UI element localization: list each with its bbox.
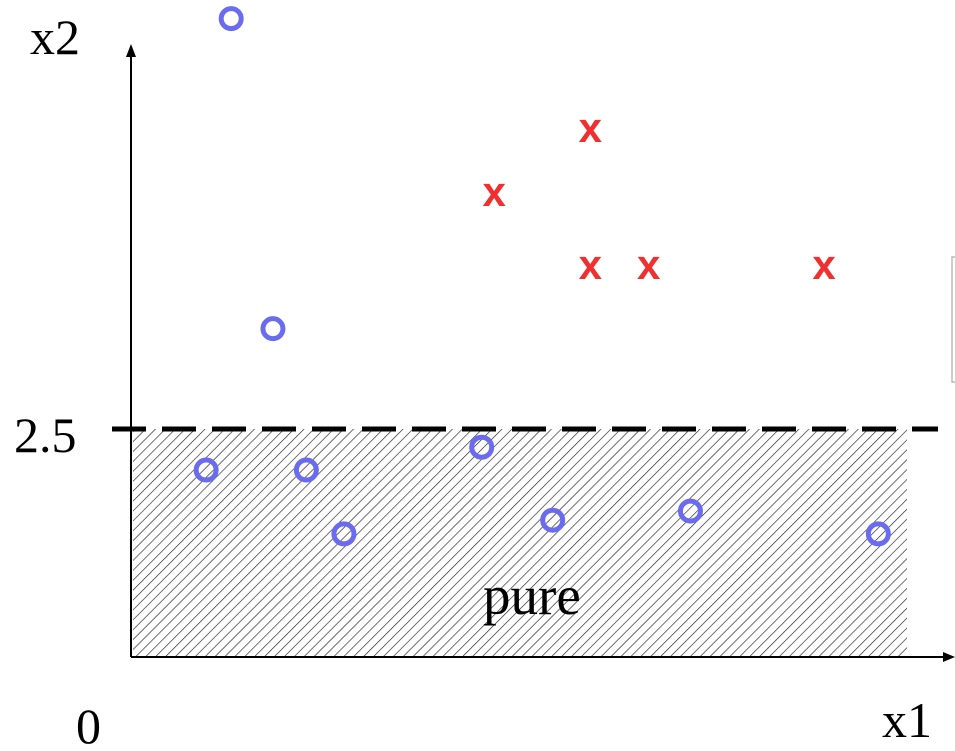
x-axis	[131, 652, 955, 662]
legend-box-fragment	[951, 256, 955, 383]
o-point-5	[469, 434, 495, 460]
o-point-4	[331, 521, 357, 547]
data-points: xxxxxxxx	[193, 6, 891, 547]
o-point-6	[540, 507, 566, 533]
o-point-3	[293, 457, 319, 483]
x-axis-label: x1	[882, 692, 932, 748]
pure-region	[133, 429, 907, 656]
o-point-0	[218, 6, 244, 32]
o-point-7	[677, 498, 703, 524]
o-point-1	[260, 316, 286, 342]
origin-label: 0	[76, 698, 101, 751]
x-point-4: x	[579, 241, 603, 288]
x-point-7: x	[812, 241, 836, 288]
x-point-3: x	[579, 104, 603, 151]
y-axis	[126, 44, 136, 657]
region-label: pure	[483, 565, 581, 626]
o-point-8	[865, 521, 891, 547]
threshold-label: 2.5	[14, 407, 77, 463]
y-axis-label: x2	[30, 9, 80, 65]
x-point-2: x	[483, 168, 507, 215]
o-point-2	[193, 457, 219, 483]
x-point-6: x	[637, 241, 661, 288]
